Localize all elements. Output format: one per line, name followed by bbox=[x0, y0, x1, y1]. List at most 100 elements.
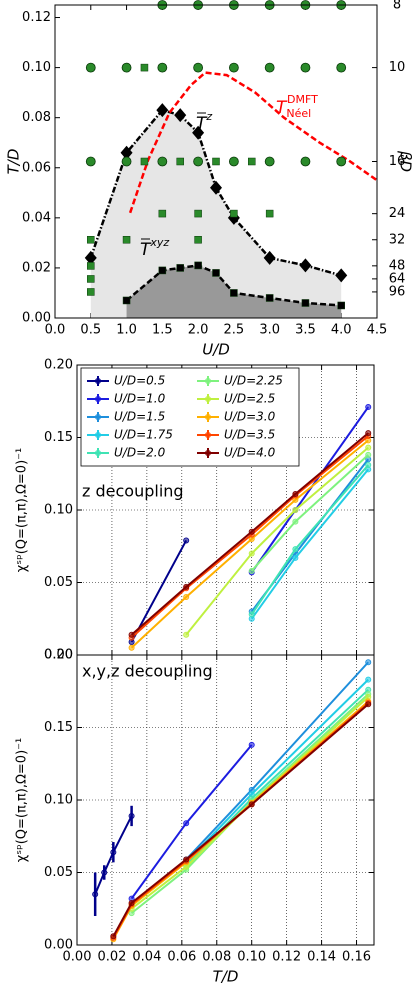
legend-marker bbox=[95, 395, 102, 402]
marker bbox=[365, 462, 372, 469]
series-line bbox=[185, 678, 369, 864]
y-tick-label: 0.12 bbox=[22, 10, 51, 25]
marker bbox=[183, 594, 190, 601]
plot-frame bbox=[76, 654, 375, 946]
x-tick-label: 4.0 bbox=[331, 323, 352, 338]
x-tick-label: 0.06 bbox=[167, 950, 196, 965]
x-axis-label: U/D bbox=[202, 341, 230, 359]
y-tick-label: 0.00 bbox=[44, 938, 73, 953]
x-axis-label: T/D bbox=[213, 968, 239, 986]
annotation-main: T bbox=[276, 98, 288, 118]
series-line bbox=[89, 108, 342, 277]
marker bbox=[248, 801, 255, 808]
marker bbox=[265, 294, 274, 302]
marker bbox=[87, 275, 95, 283]
annotation: Tz bbox=[196, 110, 212, 134]
x-tick-label: 0.00 bbox=[63, 950, 92, 965]
y-axis-label: T/D bbox=[5, 149, 23, 175]
marker bbox=[176, 264, 184, 272]
marker bbox=[336, 62, 347, 73]
marker bbox=[248, 741, 255, 748]
legend-label: U/D=2.5 bbox=[224, 392, 275, 406]
marker bbox=[300, 62, 311, 73]
marker bbox=[365, 451, 372, 458]
marker bbox=[212, 157, 220, 166]
marker bbox=[292, 491, 299, 498]
y2-tick-label: 64 bbox=[389, 271, 406, 286]
y2-tick-label: 96 bbox=[389, 284, 406, 299]
marker bbox=[128, 812, 135, 819]
legend-marker bbox=[204, 449, 211, 456]
marker bbox=[87, 262, 95, 270]
series-line bbox=[112, 703, 369, 937]
marker bbox=[228, 156, 239, 167]
marker bbox=[183, 631, 190, 638]
marker bbox=[292, 546, 299, 553]
legend-marker bbox=[204, 413, 211, 420]
marker bbox=[300, 156, 311, 167]
annotation-sup: z bbox=[205, 110, 212, 123]
x-tick-label: 3.0 bbox=[259, 323, 280, 338]
annotation-sup: DMFT bbox=[287, 93, 318, 106]
marker bbox=[248, 528, 255, 535]
marker bbox=[248, 157, 256, 166]
x-tick-label: 3.5 bbox=[295, 323, 316, 338]
marker bbox=[335, 268, 348, 283]
legend-frame bbox=[80, 367, 300, 467]
marker bbox=[230, 289, 238, 297]
legend-label: U/D=2.25 bbox=[224, 374, 283, 388]
y-tick-label: 0.05 bbox=[44, 575, 73, 590]
legend-label: U/D=1.0 bbox=[114, 392, 166, 406]
marker bbox=[120, 145, 133, 160]
y-tick-label: 0.15 bbox=[44, 720, 73, 735]
marker bbox=[365, 676, 372, 683]
marker bbox=[264, 156, 275, 167]
marker bbox=[110, 933, 117, 940]
y2-tick-label: 10 bbox=[389, 60, 406, 75]
x-tick-label: 1.0 bbox=[116, 323, 137, 338]
marker bbox=[140, 157, 149, 166]
y-tick-label: 0.08 bbox=[22, 110, 51, 125]
annotation-main: T bbox=[196, 114, 208, 134]
x-tick-label: 0.0 bbox=[45, 323, 66, 338]
series-line bbox=[185, 661, 369, 861]
marker bbox=[183, 820, 190, 827]
x-tick-label: 1.5 bbox=[152, 323, 173, 338]
marker bbox=[176, 157, 184, 166]
series-line bbox=[250, 468, 370, 620]
y-tick-label: 0.20 bbox=[44, 358, 73, 373]
marker bbox=[210, 180, 222, 195]
series-line bbox=[250, 454, 369, 572]
y2-axis-label: βD bbox=[397, 150, 415, 172]
marker bbox=[292, 518, 299, 525]
x-tick-label: 2.0 bbox=[188, 323, 209, 338]
y2-tick-label: 32 bbox=[389, 232, 406, 247]
marker bbox=[85, 62, 96, 73]
marker bbox=[193, 156, 204, 167]
marker bbox=[193, 62, 204, 73]
y-axis-label: χˢᵖ(Q=(π,π),Ω=0)⁻¹ bbox=[15, 738, 30, 862]
x-tick-label: 2.5 bbox=[224, 323, 245, 338]
legend-label: U/D=1.5 bbox=[114, 410, 165, 424]
annotation: Txyz bbox=[140, 236, 169, 260]
legend-marker bbox=[95, 431, 102, 438]
marker bbox=[121, 62, 132, 73]
x-tick-label: 0.10 bbox=[237, 950, 266, 965]
area bbox=[126, 265, 342, 318]
marker bbox=[174, 108, 187, 123]
panel-annotation: z decoupling bbox=[82, 482, 184, 501]
marker bbox=[128, 899, 135, 906]
legend-label: U/D=1.75 bbox=[114, 428, 173, 442]
marker bbox=[194, 261, 202, 270]
y-tick-label: 0.06 bbox=[22, 160, 51, 175]
marker bbox=[92, 891, 99, 898]
legend-marker bbox=[95, 413, 102, 420]
marker bbox=[365, 444, 372, 451]
marker bbox=[365, 659, 372, 666]
marker bbox=[192, 125, 205, 140]
legend-marker bbox=[95, 377, 102, 384]
marker bbox=[248, 611, 255, 618]
marker bbox=[158, 266, 167, 275]
panel-annotation: x,y,z decoupling bbox=[82, 662, 213, 681]
legend-label: U/D=2.0 bbox=[114, 446, 166, 460]
